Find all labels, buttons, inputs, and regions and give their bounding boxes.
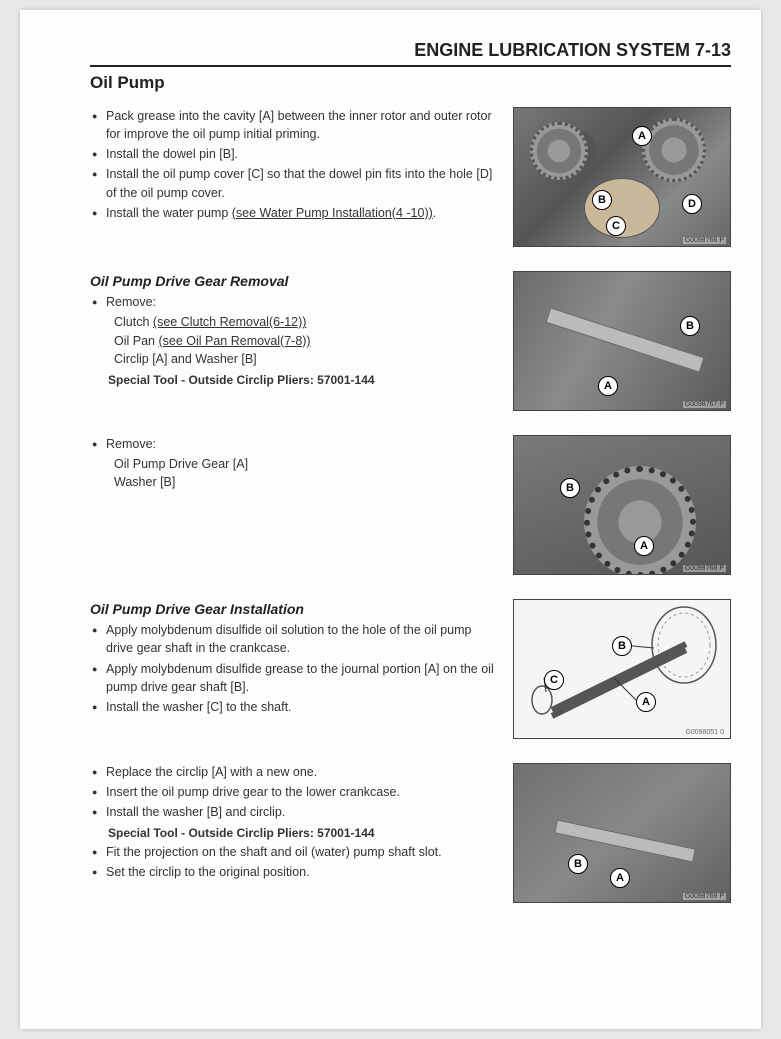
text-column: Pack grease into the cavity [A] between …: [90, 107, 501, 224]
list-item: Remove:: [106, 293, 501, 311]
sub-item: Clutch (see Clutch Removal(6-12)): [114, 313, 501, 331]
text-column: Oil Pump Drive Gear Installation Apply m…: [90, 599, 501, 718]
text-column: Replace the circlip [A] with a new one. …: [90, 763, 501, 883]
sub-item: Washer [B]: [114, 473, 501, 491]
figure-column: A B G0098769 P: [513, 763, 731, 903]
callout-a: A: [598, 376, 618, 396]
callout-b: B: [612, 636, 632, 656]
list-item: Apply molybdenum disulfide grease to the…: [106, 660, 501, 696]
callout-a: A: [634, 536, 654, 556]
cross-ref-link[interactable]: (see Oil Pan Removal(7-8)): [158, 334, 310, 348]
figure-caption: G0098767 P: [683, 401, 726, 408]
list-item: Install the water pump (see Water Pump I…: [106, 204, 501, 222]
callout-b: B: [560, 478, 580, 498]
figure-caption: G0098766 P: [683, 237, 726, 244]
cross-ref-link[interactable]: (see Water Pump Installation(4 -10)): [232, 206, 433, 220]
text: Oil Pan: [114, 334, 158, 348]
list-item: Install the washer [C] to the shaft.: [106, 698, 501, 716]
figure-final: A B G0098769 P: [513, 763, 731, 903]
block-gear-remove2: Remove: Oil Pump Drive Gear [A] Washer […: [90, 435, 731, 575]
list-item: Insert the oil pump drive gear to the lo…: [106, 783, 501, 801]
list-item: Apply molybdenum disulfide oil solution …: [106, 621, 501, 657]
list-item: Pack grease into the cavity [A] between …: [106, 107, 501, 143]
list-item: Install the washer [B] and circlip.: [106, 803, 501, 821]
list-item: Install the dowel pin [B].: [106, 145, 501, 163]
callout-c: C: [544, 670, 564, 690]
list-item: Replace the circlip [A] with a new one.: [106, 763, 501, 781]
block-circlip-replace: Replace the circlip [A] with a new one. …: [90, 763, 731, 903]
list-item: Remove:: [106, 435, 501, 453]
figure-oil-pump-cover: A B C D G0098766 P: [513, 107, 731, 247]
list-item: Set the circlip to the original position…: [106, 863, 501, 881]
block-gear-removal: Oil Pump Drive Gear Removal Remove: Clut…: [90, 271, 731, 411]
figure-drive-gear: A B G0098768 P: [513, 435, 731, 575]
special-tool: Special Tool - Outside Circlip Pliers: 5…: [90, 372, 501, 389]
callout-d: D: [682, 194, 702, 214]
page-header: ENGINE LUBRICATION SYSTEM 7-13: [90, 40, 731, 61]
callout-b: B: [568, 854, 588, 874]
section-title: Oil Pump: [90, 73, 731, 93]
figure-column: A B C G0098051 0: [513, 599, 731, 739]
text: Clutch: [114, 315, 153, 329]
sub-item: Oil Pan (see Oil Pan Removal(7-8)): [114, 332, 501, 350]
figure-circlip: A B G0098767 P: [513, 271, 731, 411]
callout-c: C: [606, 216, 626, 236]
callout-b: B: [592, 190, 612, 210]
block-oil-pump-install: Pack grease into the cavity [A] between …: [90, 107, 731, 247]
callout-a: A: [610, 868, 630, 888]
figure-caption: G0098768 P: [683, 565, 726, 572]
figure-shaft-diagram: A B C G0098051 0: [513, 599, 731, 739]
text: Install the water pump: [106, 206, 232, 220]
list-item: Fit the projection on the shaft and oil …: [106, 843, 501, 861]
diagram-svg: [514, 600, 731, 739]
cross-ref-link[interactable]: (see Clutch Removal(6-12)): [153, 315, 307, 329]
figure-column: A B G0098767 P: [513, 271, 731, 411]
figure-caption: G0098769 P: [683, 893, 726, 900]
callout-a: A: [636, 692, 656, 712]
special-tool: Special Tool - Outside Circlip Pliers: 5…: [90, 825, 501, 842]
manual-page: ENGINE LUBRICATION SYSTEM 7-13 Oil Pump …: [20, 10, 761, 1029]
sub-item: Oil Pump Drive Gear [A]: [114, 455, 501, 473]
sub-list: Clutch (see Clutch Removal(6-12)) Oil Pa…: [90, 313, 501, 367]
callout-a: A: [632, 126, 652, 146]
sub-list: Oil Pump Drive Gear [A] Washer [B]: [90, 455, 501, 491]
figure-column: A B C D G0098766 P: [513, 107, 731, 247]
header-rule: [90, 65, 731, 67]
subheading: Oil Pump Drive Gear Installation: [90, 599, 501, 619]
sub-item: Circlip [A] and Washer [B]: [114, 350, 501, 368]
list-item: Install the oil pump cover [C] so that t…: [106, 165, 501, 201]
callout-b: B: [680, 316, 700, 336]
text-column: Oil Pump Drive Gear Removal Remove: Clut…: [90, 271, 501, 389]
subheading: Oil Pump Drive Gear Removal: [90, 271, 501, 291]
figure-column: A B G0098768 P: [513, 435, 731, 575]
block-gear-install: Oil Pump Drive Gear Installation Apply m…: [90, 599, 731, 739]
figure-caption: G0098051 0: [683, 729, 726, 736]
text-column: Remove: Oil Pump Drive Gear [A] Washer […: [90, 435, 501, 491]
